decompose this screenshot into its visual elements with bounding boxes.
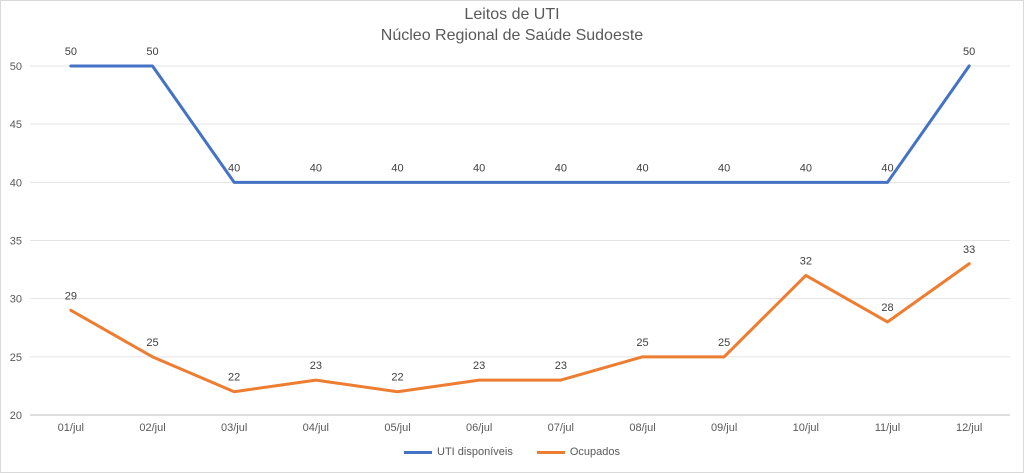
- x-tick-label: 07/jul: [548, 422, 574, 434]
- data-label: 40: [555, 162, 567, 174]
- x-tick-label: 12/jul: [956, 422, 982, 434]
- chart-legend: UTI disponíveis Ocupados: [0, 446, 1024, 458]
- x-tick-label: 08/jul: [629, 422, 655, 434]
- y-tick-label: 25: [10, 352, 22, 364]
- chart-subtitle: Núcleo Regional de Saúde Sudoeste: [380, 27, 644, 44]
- data-label: 25: [146, 337, 158, 349]
- x-tick-label: 03/jul: [221, 422, 247, 434]
- y-tick-label: 40: [10, 177, 22, 189]
- data-label: 50: [65, 46, 77, 58]
- legend-item-ocupados: Ocupados: [536, 446, 620, 458]
- series-line-1: [69, 262, 971, 394]
- x-tick-label: 10/jul: [793, 422, 819, 434]
- data-label: 40: [718, 162, 730, 174]
- data-label: 40: [636, 162, 648, 174]
- x-tick-label: 11/jul: [875, 422, 900, 434]
- data-label: 40: [391, 162, 403, 174]
- data-label: 25: [636, 337, 648, 349]
- x-tick-label: 06/jul: [466, 422, 492, 434]
- y-tick-label: 50: [10, 61, 22, 73]
- series-line-0: [69, 64, 971, 184]
- data-label: 50: [146, 46, 158, 58]
- data-label: 22: [228, 372, 240, 384]
- x-tick-label: 04/jul: [303, 422, 329, 434]
- data-label: 40: [310, 162, 322, 174]
- legend-label-uti: UTI disponíveis: [437, 446, 513, 458]
- x-tick-label: 01/jul: [58, 422, 84, 434]
- data-label: 33: [963, 244, 975, 256]
- legend-swatch-ocupados: [536, 450, 565, 454]
- data-label: 32: [800, 255, 812, 267]
- data-label: 29: [65, 290, 77, 302]
- x-tick-label: 05/jul: [384, 422, 410, 434]
- x-tick-label: 09/jul: [711, 422, 737, 434]
- data-label: 25: [718, 337, 730, 349]
- data-label: 40: [881, 162, 893, 174]
- legend-label-ocupados: Ocupados: [569, 446, 620, 458]
- data-label: 28: [881, 302, 893, 314]
- legend-swatch-uti: [404, 450, 433, 454]
- chart-title: Leitos de UTI: [464, 6, 560, 23]
- data-label: 40: [473, 162, 485, 174]
- data-label: 23: [473, 360, 485, 372]
- y-tick-label: 35: [10, 236, 22, 248]
- data-label: 40: [800, 162, 812, 174]
- legend-item-uti: UTI disponíveis: [404, 446, 513, 458]
- y-tick-label: 30: [10, 294, 22, 306]
- y-tick-label: 20: [10, 410, 22, 422]
- x-tick-label: 02/jul: [139, 422, 165, 434]
- y-tick-label: 45: [10, 119, 22, 131]
- data-label: 50: [963, 46, 975, 58]
- data-label: 23: [555, 360, 567, 372]
- data-label: 23: [310, 360, 322, 372]
- data-label: 22: [391, 372, 403, 384]
- data-label: 40: [228, 162, 240, 174]
